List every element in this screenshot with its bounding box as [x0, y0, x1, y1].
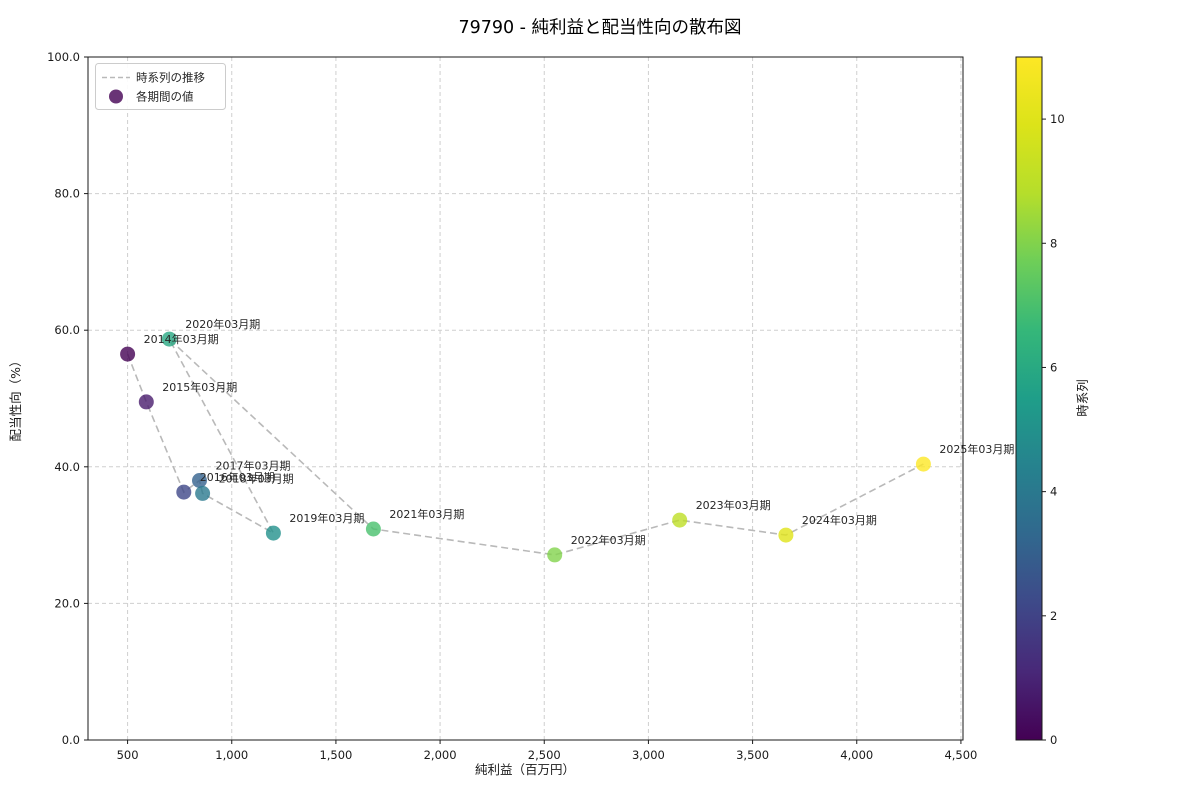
plot-frame	[87, 56, 964, 741]
point-annotation: 2018年03月期	[219, 471, 294, 485]
colorbar-tick-label: 2	[1050, 609, 1057, 623]
data-point	[176, 484, 192, 500]
data-point	[161, 331, 177, 347]
x-tick-label: 2,000	[424, 748, 457, 762]
point-annotation: 2019年03月期	[289, 511, 364, 525]
legend: 時系列の推移 各期間の値	[95, 63, 226, 110]
data-point	[365, 521, 381, 537]
colorbar-label: 時系列	[1075, 379, 1090, 417]
point-annotation: 2025年03月期	[939, 442, 1014, 456]
x-tick-label: 1,500	[319, 748, 352, 762]
x-tick-label: 3,000	[632, 748, 665, 762]
data-point	[915, 456, 931, 472]
y-tick-label: 80.0	[54, 187, 80, 201]
x-tick-label: 4,000	[840, 748, 873, 762]
colorbar-gradient	[1016, 57, 1042, 740]
y-tick-label: 40.0	[54, 460, 80, 474]
data-point	[195, 485, 211, 501]
point-annotation: 2016年03月期	[200, 470, 275, 484]
data-point	[120, 346, 136, 362]
data-point	[265, 525, 281, 541]
colorbar: 0 2 4 6 8 10	[1015, 56, 1065, 747]
colorbar-tick-label: 8	[1050, 236, 1057, 250]
legend-box	[95, 63, 226, 110]
chart-title: 79790 - 純利益と配当性向の散布図	[458, 18, 741, 38]
legend-item-points-label: 各期間の値	[136, 90, 194, 104]
point-annotation: 2015年03月期	[162, 380, 237, 394]
data-point	[672, 512, 688, 528]
axes: 500 1,000 1,500 2,000 2,500 3,000 3,500 4,000 4,…	[47, 50, 977, 762]
point-annotation: 2020年03月期	[185, 317, 260, 331]
x-tick-label: 4,500	[944, 748, 977, 762]
data-point	[547, 547, 563, 563]
gridlines	[88, 56, 963, 741]
y-tick-label: 0.0	[62, 733, 80, 747]
y-tick-label: 60.0	[54, 323, 80, 337]
colorbar-tick-label: 10	[1050, 112, 1065, 126]
data-point	[138, 394, 154, 410]
x-tick-label: 2,500	[528, 748, 561, 762]
point-annotation: 2017年03月期	[216, 459, 291, 473]
colorbar-tick-label: 4	[1050, 485, 1057, 499]
time-series-path	[126, 338, 924, 556]
data-series	[120, 331, 931, 563]
point-annotations: 2014年03月期 2015年03月期 2016年03月期2017年03月期2018…	[144, 317, 1015, 547]
colorbar-tick-label: 6	[1050, 360, 1057, 374]
point-annotation: 2014年03月期	[144, 332, 219, 346]
point-annotation: 2022年03月期	[571, 533, 646, 547]
data-point	[192, 473, 207, 488]
y-tick-label: 20.0	[54, 596, 80, 610]
x-tick-label: 500	[117, 748, 139, 762]
point-annotation: 2024年03月期	[802, 513, 877, 527]
legend-item-trend-label: 時系列の推移	[136, 71, 205, 85]
colorbar-frame	[1015, 56, 1043, 741]
y-axis-label: 配当性向（%）	[8, 355, 23, 442]
x-tick-label: 1,000	[215, 748, 248, 762]
point-annotation: 2021年03月期	[389, 507, 464, 521]
colorbar-tick-label: 0	[1050, 733, 1057, 747]
x-tick-label: 3,500	[736, 748, 769, 762]
data-point	[778, 527, 794, 543]
y-tick-label: 100.0	[47, 50, 80, 64]
point-annotation: 2023年03月期	[696, 498, 771, 512]
x-axis-label: 純利益（百万円）	[475, 762, 575, 777]
dot-marker	[109, 89, 123, 104]
